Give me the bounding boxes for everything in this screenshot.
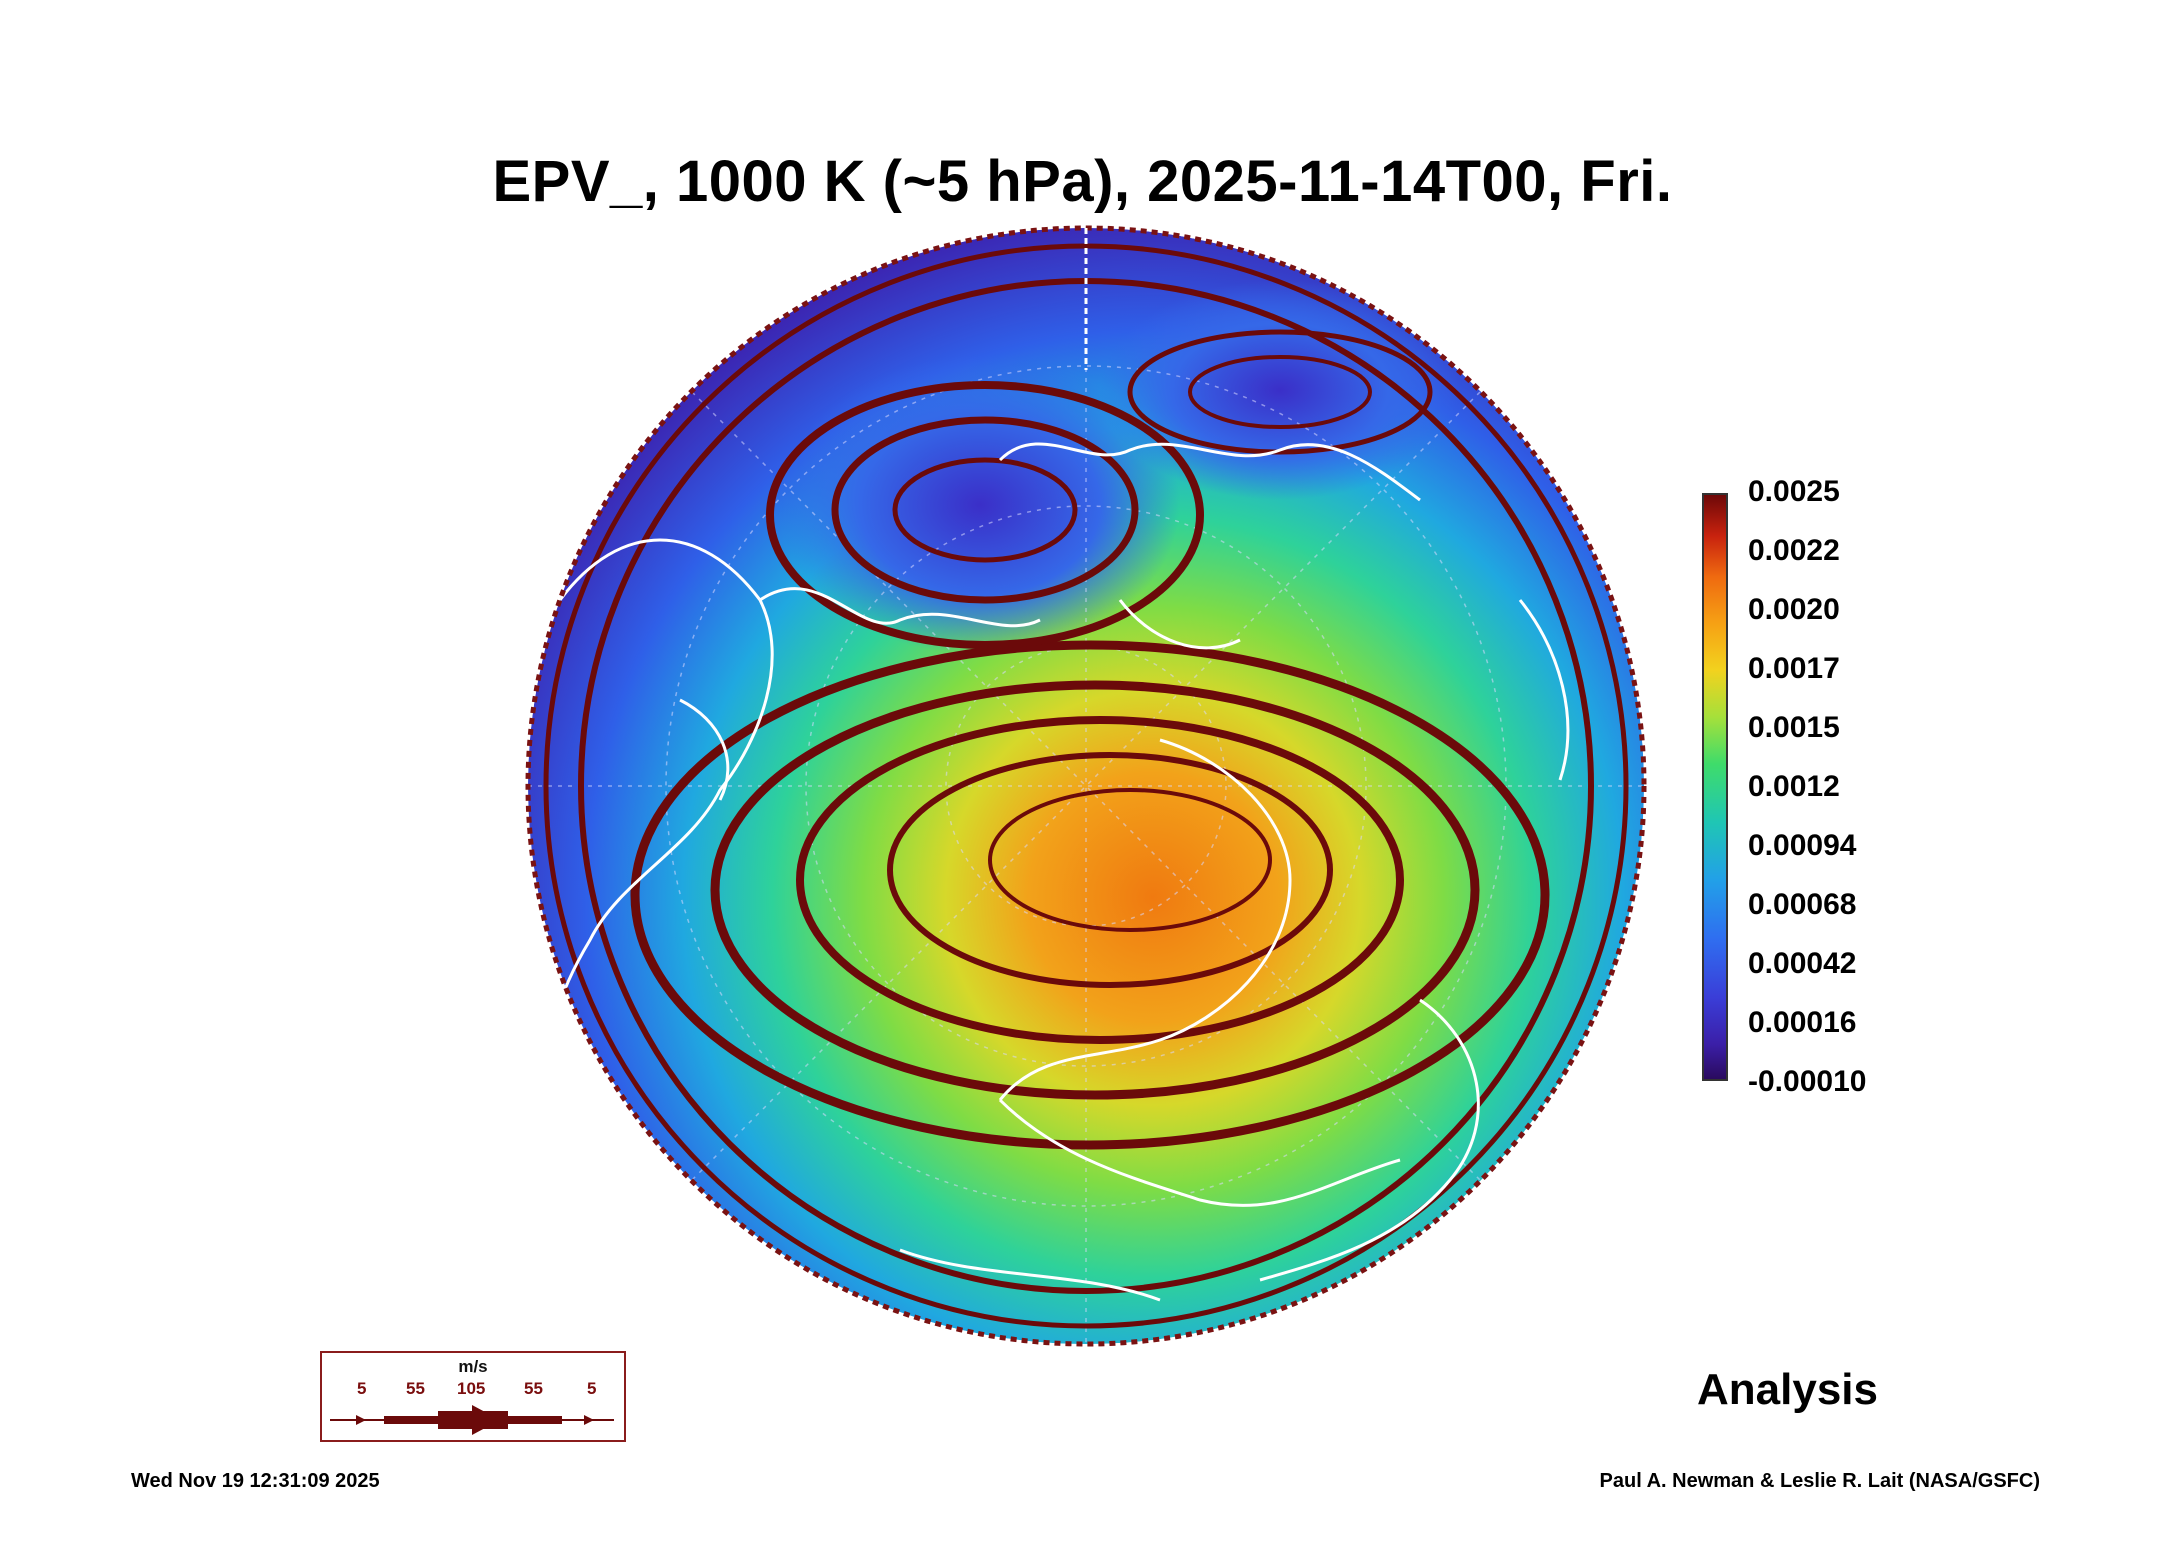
colorbar [1702,493,1728,1081]
colorbar-label: 0.0022 [1748,534,1840,567]
footer-credit: Paul A. Newman & Leslie R. Lait (NASA/GS… [1599,1470,2040,1492]
colorbar-label: 0.00042 [1748,947,1857,980]
wind-legend-value: 55 [524,1379,543,1398]
wind-legend-value: 5 [357,1379,367,1398]
colorbar-label: 0.0017 [1748,652,1840,685]
wind-legend-value: 105 [457,1379,486,1398]
wind-legend-value: 5 [587,1379,597,1398]
map-title: EPV_, 1000 K (~5 hPa), 2025-11-14T00, Fr… [492,149,1673,214]
low-pv-vortex-right [1100,280,1460,500]
wind-legend-arrow [330,1405,614,1435]
footer-timestamp: Wed Nov 19 12:31:09 2025 [131,1470,380,1492]
analysis-label: Analysis [1697,1365,1878,1414]
wind-speed-legend: m/s 5 55 105 55 5 [320,1351,626,1442]
colorbar-label: 0.0020 [1748,593,1840,626]
colorbar-label: 0.0025 [1748,475,1840,508]
colorbar-label: -0.00010 [1748,1065,1867,1098]
colorbar-label: 0.0012 [1748,770,1840,803]
colorbar-label: 0.0015 [1748,711,1840,744]
globe [528,228,1644,1344]
streamlines [543,243,1629,1329]
wind-legend-units: m/s [458,1357,488,1376]
wind-legend-value: 55 [406,1379,425,1398]
colorbar-label: 0.00094 [1748,829,1857,862]
coastlines [550,442,1570,1302]
colorbar-label: 0.00016 [1748,1006,1857,1039]
colorbar-label: 0.00068 [1748,888,1857,921]
